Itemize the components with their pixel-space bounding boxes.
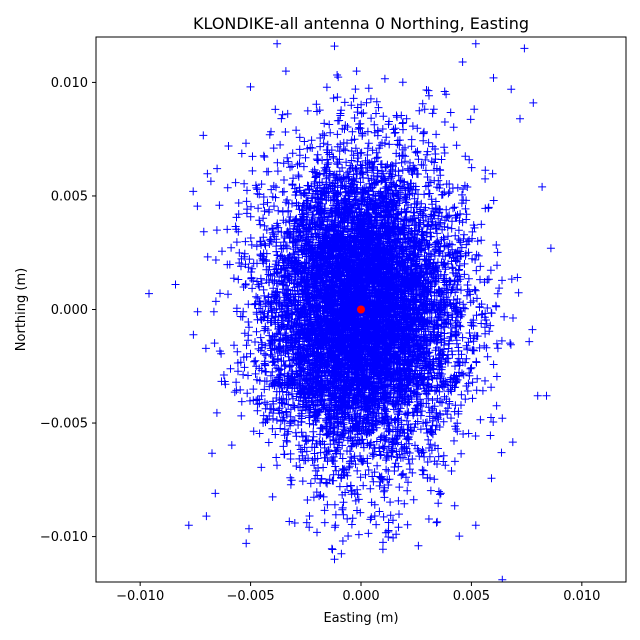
x-tick-label: 0.000 <box>342 589 379 604</box>
x-tick-label: 0.005 <box>453 589 490 604</box>
chart-title: KLONDIKE-all antenna 0 Northing, Easting <box>193 14 529 33</box>
x-tick-label: −0.010 <box>116 589 164 604</box>
y-axis-ticks: −0.010 −0.005 0.000 0.005 0.010 <box>40 76 96 545</box>
y-tick-label: 0.010 <box>51 76 88 91</box>
scatter-point-markers <box>145 39 555 582</box>
center-point-layer <box>357 305 365 314</box>
x-tick-label: 0.010 <box>563 589 600 604</box>
y-tick-label: −0.005 <box>40 417 88 432</box>
y-axis-label: Northing (m) <box>14 268 29 351</box>
x-axis-ticks: −0.010 −0.005 0.000 0.005 0.010 <box>116 582 600 604</box>
center-point <box>357 305 365 314</box>
y-tick-label: 0.000 <box>51 303 88 318</box>
x-axis-label: Easting (m) <box>323 611 398 626</box>
x-tick-label: −0.005 <box>227 589 275 604</box>
scatter-points-layer <box>145 39 555 582</box>
y-tick-label: −0.010 <box>40 530 88 545</box>
y-tick-label: 0.005 <box>51 189 88 204</box>
